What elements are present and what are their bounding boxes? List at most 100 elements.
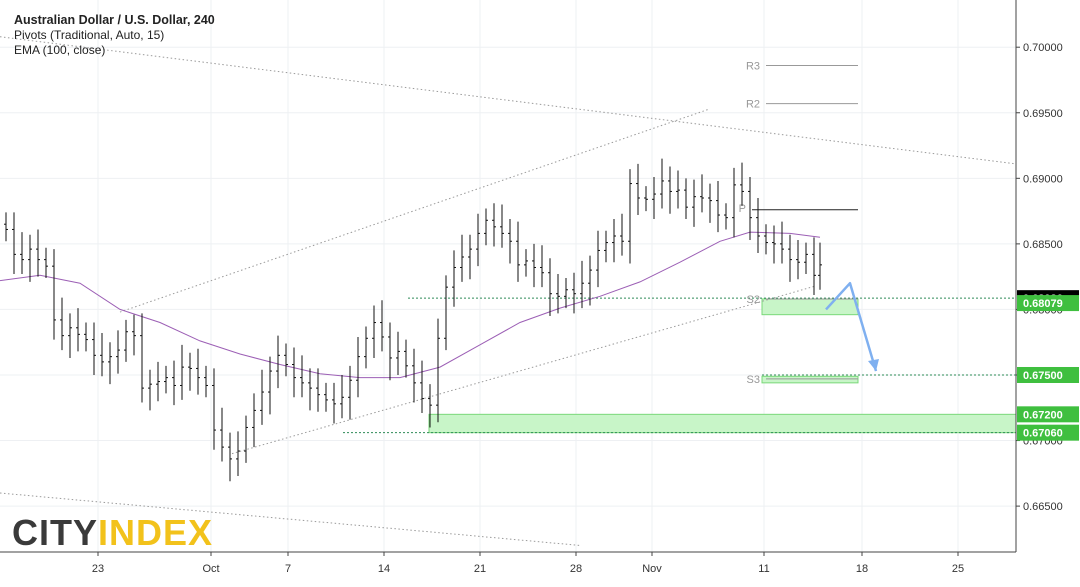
candle-0 bbox=[4, 212, 8, 242]
city-index-logo: CITYINDEX bbox=[12, 514, 213, 552]
candle-25 bbox=[204, 365, 208, 398]
candle-90 bbox=[724, 203, 728, 230]
candle-76 bbox=[612, 218, 616, 263]
candle-69 bbox=[556, 274, 560, 314]
axes: 0.700000.695000.690000.685000.680000.675… bbox=[0, 0, 1063, 575]
candle-39 bbox=[316, 368, 320, 412]
candle-95 bbox=[764, 224, 768, 255]
candle-16 bbox=[132, 314, 136, 356]
support-zone-6720-6706 bbox=[428, 413, 1017, 434]
trendline-upper-descending bbox=[0, 36, 1017, 165]
candle-36 bbox=[292, 347, 296, 398]
candle-74 bbox=[596, 230, 600, 288]
candle-81 bbox=[652, 177, 656, 219]
y-tick-label-1: 0.69500 bbox=[1023, 108, 1063, 120]
forecast-arrow-head bbox=[868, 359, 879, 372]
pivot-levels: R3 R2 P S2 S3 bbox=[739, 61, 858, 386]
support-zones bbox=[343, 297, 1017, 434]
candle-44 bbox=[356, 336, 360, 398]
candle-89 bbox=[716, 180, 720, 233]
y-tick-label-0: 0.70000 bbox=[1023, 42, 1063, 54]
candle-59 bbox=[476, 213, 480, 267]
candle-49 bbox=[396, 331, 400, 375]
candle-46 bbox=[372, 305, 376, 358]
candle-28 bbox=[228, 432, 232, 482]
ema-line bbox=[0, 231, 821, 379]
price-label-2: 0.67500 bbox=[1023, 370, 1063, 382]
trendline-rising-upper bbox=[119, 108, 711, 313]
candle-33 bbox=[268, 356, 272, 415]
x-tick-label-5: 28 bbox=[570, 563, 582, 575]
price-label-1: 0.68079 bbox=[1023, 298, 1063, 310]
candle-92 bbox=[740, 162, 744, 206]
candle-67 bbox=[540, 245, 544, 288]
candles bbox=[4, 158, 822, 482]
trendline-rising-lower bbox=[231, 285, 817, 455]
trendline-lower-descending bbox=[0, 492, 581, 546]
candle-5 bbox=[44, 247, 48, 278]
candle-70 bbox=[564, 277, 568, 309]
grid bbox=[0, 0, 1016, 552]
x-tick-label-3: 14 bbox=[378, 563, 390, 575]
candle-8 bbox=[68, 313, 72, 358]
candle-47 bbox=[380, 300, 384, 352]
candle-52 bbox=[420, 360, 424, 414]
candle-65 bbox=[524, 249, 528, 277]
candle-56 bbox=[452, 250, 456, 307]
candle-62 bbox=[500, 204, 504, 248]
candle-7 bbox=[60, 297, 64, 351]
candle-53 bbox=[428, 384, 432, 428]
candle-98 bbox=[788, 234, 792, 282]
candle-66 bbox=[532, 243, 536, 288]
candle-94 bbox=[756, 197, 760, 254]
candle-58 bbox=[468, 234, 472, 280]
candle-50 bbox=[404, 339, 408, 378]
pivots-indicator-label: Pivots (Traditional, Auto, 15) bbox=[14, 28, 165, 42]
candle-17 bbox=[140, 313, 144, 403]
logo-index-text: INDEX bbox=[98, 512, 214, 553]
candle-101 bbox=[812, 237, 816, 296]
candle-64 bbox=[516, 221, 520, 282]
candle-73 bbox=[588, 255, 592, 306]
candle-71 bbox=[572, 272, 576, 314]
candle-42 bbox=[340, 374, 344, 419]
price-label-bg-3 bbox=[1017, 406, 1079, 423]
price-label-3: 0.67200 bbox=[1023, 409, 1063, 421]
candle-60 bbox=[484, 208, 488, 246]
candle-99 bbox=[796, 239, 800, 280]
candle-4 bbox=[36, 229, 40, 277]
candle-100 bbox=[804, 242, 808, 275]
candle-77 bbox=[620, 213, 624, 256]
pivot-label-r2: R2 bbox=[746, 99, 760, 111]
candle-83 bbox=[668, 166, 672, 214]
candle-37 bbox=[300, 355, 304, 398]
logo-city-text: CITY bbox=[12, 512, 99, 553]
candle-6 bbox=[52, 249, 56, 340]
candle-40 bbox=[324, 382, 328, 412]
candle-45 bbox=[364, 326, 368, 369]
x-tick-label-4: 21 bbox=[474, 563, 486, 575]
candle-23 bbox=[188, 352, 192, 391]
candle-13 bbox=[108, 342, 112, 385]
candle-15 bbox=[124, 319, 128, 362]
chart-legend: Australian Dollar / U.S. Dollar, 240 Piv… bbox=[14, 13, 215, 58]
candle-63 bbox=[508, 218, 512, 264]
candle-72 bbox=[580, 260, 584, 309]
candle-31 bbox=[252, 393, 256, 448]
candle-10 bbox=[84, 322, 88, 352]
ema-100-line bbox=[0, 231, 821, 379]
candle-88 bbox=[708, 183, 712, 223]
candle-54 bbox=[436, 318, 440, 423]
candle-51 bbox=[412, 348, 416, 403]
candle-82 bbox=[660, 158, 664, 209]
pivot-label-s2: S2 bbox=[747, 294, 760, 306]
candle-18 bbox=[148, 369, 152, 411]
forecast-arrow bbox=[825, 281, 879, 372]
candle-85 bbox=[684, 178, 688, 219]
candle-9 bbox=[76, 308, 80, 352]
candle-48 bbox=[388, 322, 392, 381]
candle-30 bbox=[244, 415, 248, 463]
y-tick-label-2: 0.69000 bbox=[1023, 173, 1063, 185]
